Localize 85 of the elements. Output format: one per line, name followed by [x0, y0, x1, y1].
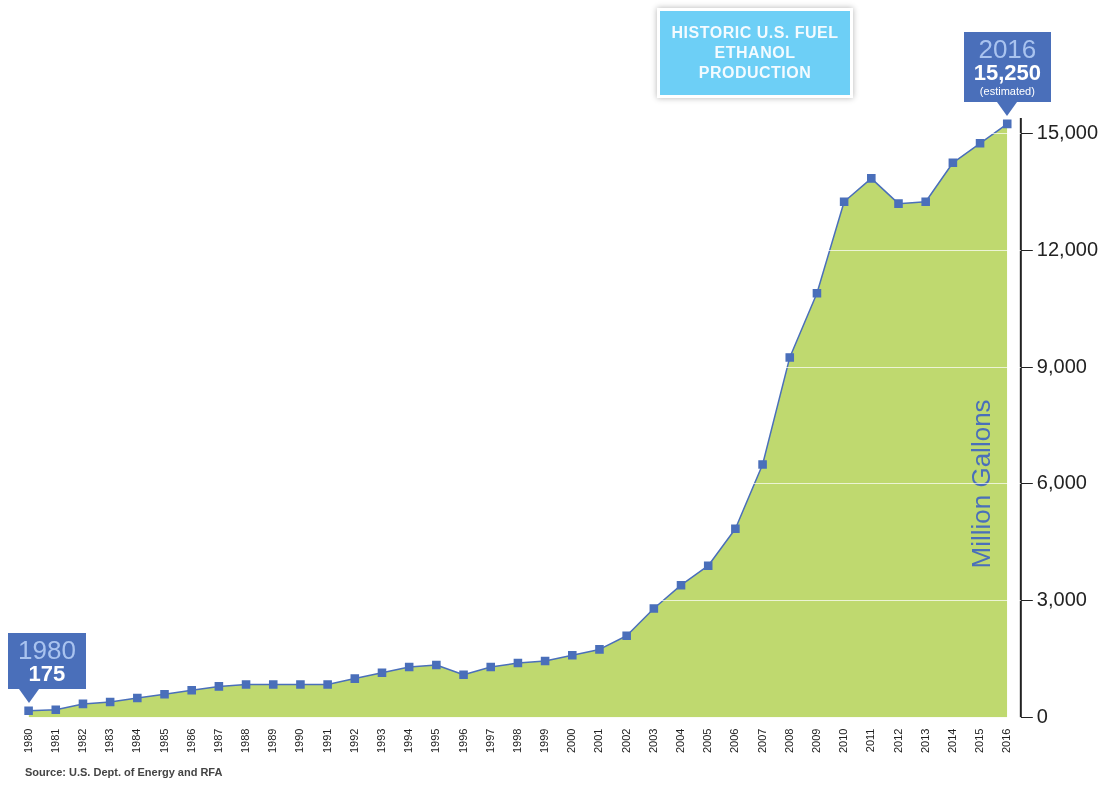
point: [867, 174, 876, 183]
chart-title: HISTORIC U.S. FUEL ETHANOL PRODUCTION: [657, 8, 853, 98]
x-tick-label: 2009: [809, 728, 822, 754]
point: [241, 680, 251, 689]
point: [404, 662, 414, 672]
x-tick-label: 1988: [239, 728, 252, 754]
x-tick-label: 2011: [864, 728, 877, 753]
point: [459, 670, 468, 679]
point: [377, 668, 387, 678]
point: [1002, 119, 1012, 129]
x-tick-label: 1998: [510, 728, 523, 754]
point: [948, 158, 958, 168]
point: [105, 697, 115, 707]
y-tick-label: 0: [1036, 705, 1048, 728]
x-tick-label: 1997: [483, 728, 496, 754]
y-tick-label: 6,000: [1036, 471, 1087, 494]
x-tick-label: 1992: [347, 728, 360, 754]
y-tick-label: 9,000: [1036, 354, 1087, 377]
point: [595, 645, 604, 654]
x-tick-label: 2000: [565, 728, 578, 754]
point: [350, 674, 360, 683]
point: [486, 662, 496, 672]
x-tick-label: 2003: [646, 728, 659, 754]
x-tick-label: 2002: [619, 728, 632, 754]
point: [676, 580, 686, 590]
point: [785, 353, 795, 362]
point: [622, 631, 631, 641]
x-tick-label: 1982: [75, 728, 88, 754]
x-tick-label: 2007: [755, 728, 768, 754]
y-tick-label: 12,000: [1036, 237, 1098, 260]
point: [703, 561, 713, 570]
point: [78, 699, 88, 709]
x-tick-label: 1989: [266, 728, 279, 754]
y-tick-label: 15,000: [1036, 121, 1098, 144]
x-tick-label: 1999: [538, 728, 551, 754]
point: [160, 689, 169, 699]
point: [513, 658, 523, 668]
x-tick-label: 1985: [157, 728, 170, 754]
x-tick-label: 1984: [130, 728, 143, 754]
x-tick-label: 1980: [21, 728, 34, 754]
point: [812, 288, 822, 298]
x-tick-label: 1996: [456, 728, 469, 754]
point: [921, 197, 930, 206]
x-tick-label: 1983: [103, 728, 116, 754]
x-tick-label: 1986: [184, 728, 197, 754]
x-tick-label: 2001: [592, 728, 605, 754]
x-tick-label: 2008: [782, 728, 795, 754]
x-tick-label: 2014: [945, 728, 958, 754]
x-tick-label: 2012: [891, 728, 904, 754]
x-tick-label: 1995: [429, 728, 442, 754]
annotation: 2016 15,250 (estimated): [973, 33, 1042, 98]
x-tick-label: 2013: [918, 728, 931, 754]
x-tick-label: 1990: [293, 728, 306, 754]
point: [323, 680, 332, 689]
point: [268, 680, 278, 689]
source-note: Source: U.S. Dept. of Energy and RFA: [25, 766, 223, 778]
point: [187, 685, 196, 695]
point: [214, 682, 224, 691]
point: [24, 706, 33, 715]
point: [568, 650, 577, 660]
point: [839, 197, 849, 206]
point: [133, 693, 142, 703]
x-tick-label: 1987: [211, 728, 224, 754]
x-tick-label: 2016: [1000, 728, 1013, 754]
x-tick-label: 2006: [728, 728, 741, 754]
point: [649, 604, 659, 613]
x-tick-label: 2010: [837, 728, 850, 754]
x-tick-label: 1981: [48, 728, 61, 754]
x-tick-label: 2005: [701, 728, 714, 754]
point: [296, 680, 305, 689]
point: [731, 524, 740, 533]
x-tick-label: 1993: [375, 728, 388, 754]
y-axis-title: Million Gallons: [966, 399, 996, 569]
point: [758, 460, 767, 469]
point: [540, 656, 550, 666]
x-tick-label: 2015: [973, 728, 986, 754]
point: [975, 139, 985, 148]
x-tick-label: 1991: [320, 728, 333, 754]
y-tick-label: 3,000: [1036, 588, 1087, 611]
point: [432, 660, 441, 670]
point: [51, 705, 61, 715]
point: [894, 199, 903, 208]
x-tick-label: 2004: [674, 728, 687, 754]
x-tick-label: 1994: [402, 728, 415, 754]
annotation: 1980 175: [18, 634, 76, 686]
